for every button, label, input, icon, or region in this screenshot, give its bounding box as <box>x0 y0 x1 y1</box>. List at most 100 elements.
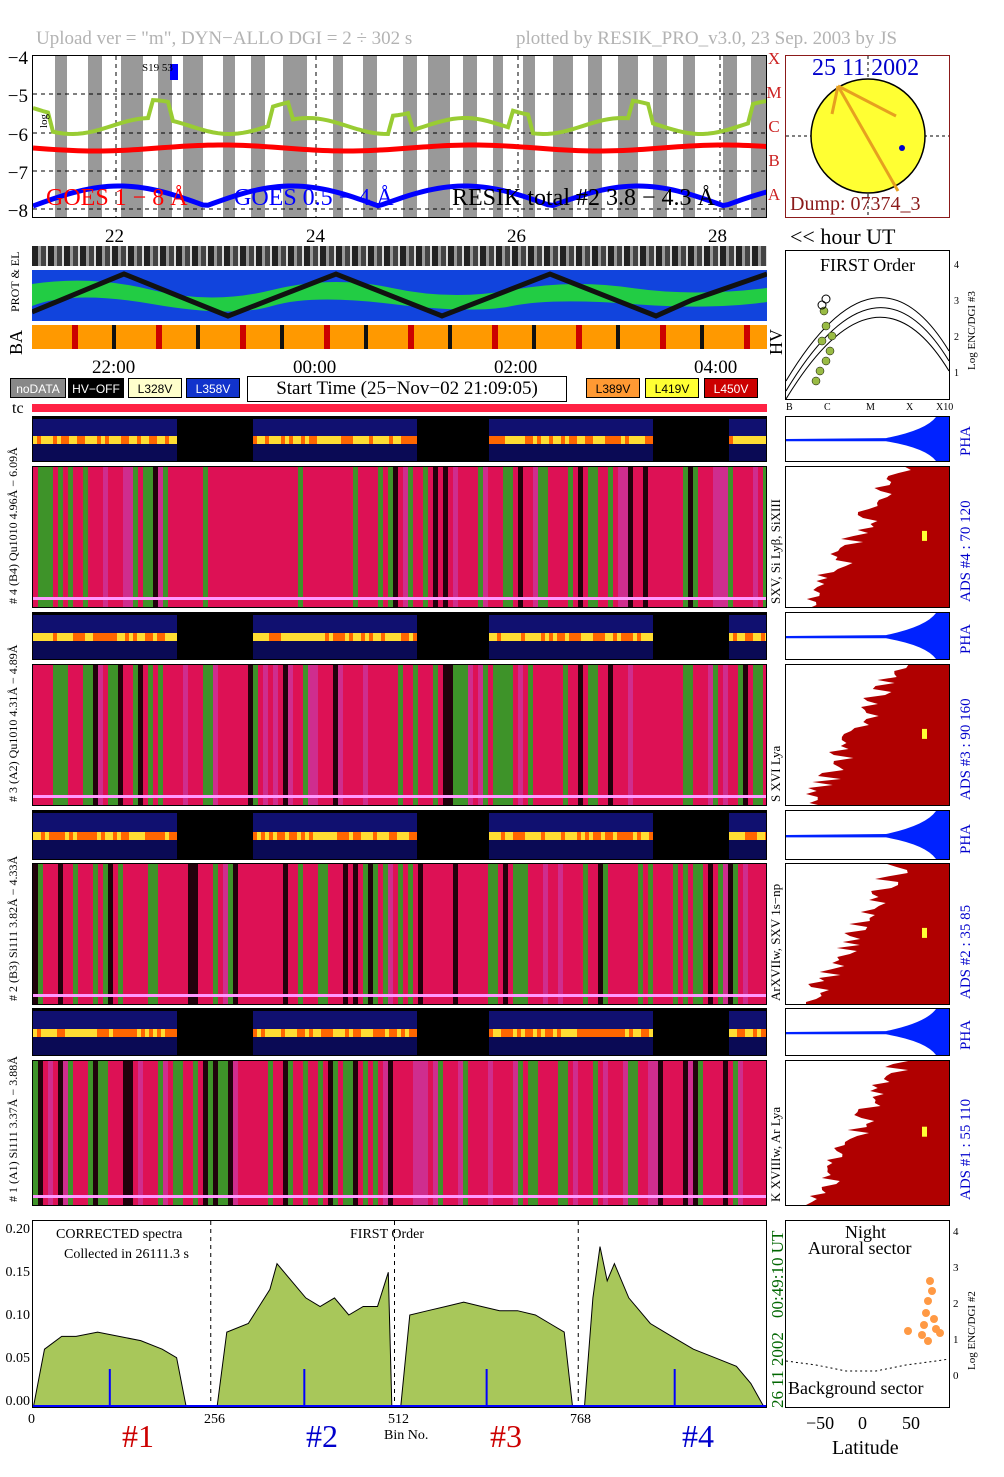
goes-shade <box>683 56 695 217</box>
ch4-ads-hist <box>785 466 950 608</box>
sun-disk <box>786 56 949 217</box>
fo-ytick: 3 <box>954 296 959 307</box>
ch4-spectrogram <box>32 466 767 608</box>
legend-hvoff: HV−OFF <box>68 378 124 398</box>
legend-l450: L450V <box>704 378 758 398</box>
orbit-xtick: 02:00 <box>494 357 538 378</box>
fo-xtick: M <box>866 402 875 413</box>
log-label: log <box>38 113 50 128</box>
legend-nodata: noDATA <box>10 378 66 398</box>
hour-ut-label: << hour UT <box>790 224 896 249</box>
goes-shade <box>723 56 737 217</box>
goes-shade <box>333 56 343 217</box>
lat-xtick: 50 <box>902 1413 920 1433</box>
goes-shade <box>251 56 265 217</box>
fo-ytick: 4 <box>954 260 959 271</box>
orbit-xtick: 04:00 <box>694 357 738 378</box>
ch1-lines: K XVIIIw, Ar Lya <box>768 1106 783 1202</box>
goes05-series <box>33 183 766 209</box>
ch1-ads-label: ADS #1 : 55 110 <box>958 1098 974 1200</box>
ch3-ads-label: ADS #3 : 90 160 <box>958 698 974 800</box>
latitude-panel <box>785 1220 950 1408</box>
header-upload: Upload ver = "m", DYN−ALLO DGI = 2 ÷ 302… <box>36 28 413 49</box>
class-c: C <box>768 117 780 136</box>
spectrum-plot <box>33 1221 766 1407</box>
goes-shade <box>363 56 377 217</box>
sun-panel <box>785 55 950 218</box>
ch2-pha-strip <box>32 810 767 860</box>
spectrum-segment-2 <box>216 1262 393 1407</box>
goes-shade <box>653 56 667 217</box>
fo-ytick: 1 <box>954 368 959 379</box>
goes-shade <box>55 56 67 217</box>
goes-shade <box>588 56 602 217</box>
goes-ytick: −6 <box>7 125 28 146</box>
ch2-ads-label: ADS #2 : 35 85 <box>958 904 974 999</box>
goes-shade <box>403 56 417 217</box>
spec-xlabel: Bin No. <box>384 1428 429 1443</box>
fo-xtick: X <box>906 402 914 413</box>
detector-4: #4 <box>682 1418 714 1454</box>
class-b: B <box>768 151 780 170</box>
ch2-label: # 2 (B3) Si111 3.82Å − 4.33Å <box>6 855 20 1001</box>
tc-bar <box>32 404 767 412</box>
resik-label: RESIK total #2 3.8 − 4.3 Å <box>452 185 715 211</box>
goes05-label: GOES 0.5 − 4 Å <box>234 185 394 211</box>
ch1-label: # 1 (A1) Si111 3.37Å − 3.88Å <box>6 1056 20 1202</box>
spectrum-segment-3 <box>400 1301 574 1407</box>
goes-note: S19 53 <box>142 62 173 74</box>
ch2-lines: ArXVIIw, SXV 1s−np <box>768 883 783 1001</box>
sun-dump: Dump: 07374_3 <box>790 193 921 215</box>
tc-label: tc <box>12 400 24 417</box>
goes-shade <box>183 56 203 217</box>
spectrum-panel <box>32 1220 767 1408</box>
goes-ytick: −5 <box>7 86 28 107</box>
goes-shade <box>88 56 102 217</box>
ch1-spectrogram <box>32 1060 767 1206</box>
lat-auroral: Auroral sector <box>808 1238 912 1258</box>
ch3-pha-label: PHA <box>958 623 974 654</box>
spec-xtick: 512 <box>388 1412 409 1427</box>
goes-xtick: 22 <box>105 226 124 247</box>
goes-shade <box>553 56 573 217</box>
ch3-pha-hist <box>785 612 950 660</box>
header-plotted: plotted by RESIK_PRO_v3.0, 23 Sep. 2003 … <box>516 28 898 49</box>
legend-l328: L328V <box>128 378 182 398</box>
ch3-lines: S XVI Lya <box>768 745 783 802</box>
goes-shade <box>523 56 535 217</box>
start-time: Start Time (25−Nov−02 21:09:05) <box>247 376 567 402</box>
spec-ytick: 0.20 <box>5 1222 31 1237</box>
goes-shade <box>158 56 172 217</box>
lat-ytick: 3 <box>953 1262 959 1274</box>
lat-ytick: 4 <box>953 1226 959 1238</box>
spec-ytick: 0.15 <box>5 1265 31 1280</box>
goes-ytick: −8 <box>7 201 28 222</box>
fo-ytick: 2 <box>954 332 959 343</box>
ch4-label: # 4 (B4) Qu1010 4.96Å − 6.09Å <box>6 447 20 604</box>
spec-note2: Collected in 26111.3 s <box>64 1247 189 1262</box>
goes-shade <box>223 56 235 217</box>
spec-ytick: 0.00 <box>5 1394 31 1409</box>
goes-ytick: −4 <box>7 48 28 69</box>
ch4-pha-strip <box>32 416 767 462</box>
spectrum-segment-4 <box>583 1246 765 1407</box>
goes-shade <box>493 56 503 217</box>
ch1-ads-hist <box>785 1060 950 1206</box>
lat-yticks: 4 3 2 1 0 <box>953 1214 959 1394</box>
first-order-panel <box>785 250 950 400</box>
goes-xtick: 24 <box>306 226 325 247</box>
fo-ylabel: Log ENC/DGI #3 <box>966 291 978 370</box>
goes-shade <box>283 56 307 217</box>
goes-panel <box>32 55 767 218</box>
ch2-pha-hist <box>785 810 950 860</box>
ch1-pha-strip <box>32 1008 767 1056</box>
legend-l419: L419V <box>645 378 699 398</box>
hv-label: HV <box>766 329 786 355</box>
goes1-series <box>33 142 766 154</box>
fo-xtick: X10 <box>936 402 954 413</box>
lat-background: Background sector <box>788 1378 924 1398</box>
ch1-pha-hist <box>785 1008 950 1056</box>
ch4-lines: SXV, Si Lyβ, SiXIII <box>768 499 783 604</box>
first-order-title: FIRST Order <box>820 255 916 275</box>
goes-shade <box>463 56 477 217</box>
